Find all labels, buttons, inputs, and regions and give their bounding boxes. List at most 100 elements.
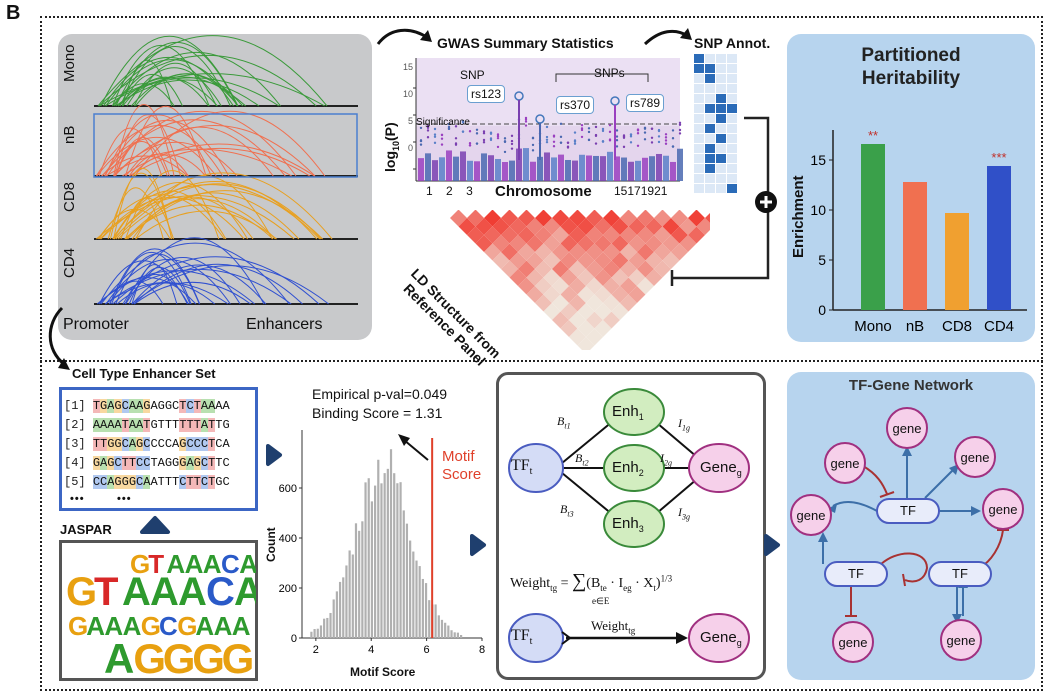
tf-node [508, 443, 564, 493]
loop-arc [97, 35, 328, 107]
nucleotide: T [164, 475, 173, 489]
nucleotide: G [172, 456, 180, 470]
annotation-cell [727, 174, 737, 183]
annotation-cell [705, 114, 715, 123]
chromosome-bar [628, 161, 634, 181]
logo-letter: G [222, 635, 255, 679]
chromosome-bar [621, 157, 627, 181]
logo-letter: G [130, 549, 150, 579]
nucleotide: C [200, 437, 209, 451]
nucleotide: A [150, 399, 158, 413]
nucleotide: G [107, 456, 115, 470]
gwas-manhattan-plot [413, 58, 683, 182]
nucleotide: A [114, 418, 122, 432]
annotation-cell [727, 104, 737, 113]
logo-letter: A [195, 611, 214, 641]
gene-label: gene [830, 456, 860, 471]
logo-letter: A [122, 570, 151, 614]
snp-point [608, 139, 612, 142]
nucleotide: A [136, 399, 144, 413]
snp-point [643, 138, 647, 141]
heritability-xtick: nB [906, 318, 924, 335]
nucleotide: C [186, 437, 194, 451]
snp-point [601, 129, 605, 133]
heritability-title-line1: Partitioned [861, 45, 961, 66]
snp-point [559, 141, 563, 145]
tf-node-right [928, 561, 992, 587]
chromosome-bar [593, 155, 599, 181]
chromosome-bar [614, 156, 620, 181]
ld-cell [450, 210, 467, 227]
snp-point [636, 132, 640, 135]
nucleotide: T [208, 418, 216, 432]
nucleotide: A [107, 475, 115, 489]
nucleotide: C [143, 437, 151, 451]
annotation-cell [727, 184, 737, 193]
snp-point [545, 125, 549, 129]
chromosome-bar [670, 161, 676, 181]
nb-highlight-frame [93, 113, 358, 178]
tf-node-bottom [508, 613, 564, 663]
annotation-cell [705, 144, 715, 153]
annotation-cell [705, 184, 715, 193]
snp-point [510, 134, 514, 138]
i-label-2: I2g [660, 451, 672, 468]
histogram-bar [447, 625, 450, 638]
snps-label: SNPs [594, 66, 625, 80]
gwas-ytick: 15 [402, 62, 413, 72]
tf-gene-network-title: TF-Gene Network [848, 377, 974, 394]
chromosome-bar [439, 157, 445, 181]
snp-point [580, 123, 584, 127]
snp-point [503, 150, 507, 154]
histogram-xtick: 2 [313, 644, 319, 656]
chromosome-bar [677, 148, 683, 181]
histogram-ytick: 400 [279, 533, 297, 545]
gene-node-bottom [688, 613, 750, 663]
histogram-bar [393, 473, 396, 638]
snp-point [594, 142, 598, 145]
enhancer-sequence-box [59, 387, 258, 511]
annotation-cell [716, 154, 726, 163]
histogram-bar [383, 473, 386, 638]
loop-arc [131, 264, 267, 305]
nucleotide: T [186, 475, 194, 489]
gene-label: gene [838, 635, 868, 650]
snp-point [629, 141, 633, 144]
snp-point [545, 140, 549, 144]
snp-point [573, 142, 577, 145]
logo-letter: A [166, 549, 185, 579]
ld-cell [637, 210, 654, 227]
nucleotide: C [200, 475, 209, 489]
histogram-bar [415, 560, 418, 638]
chromosome-bar [558, 154, 564, 181]
logo-letter: C [221, 549, 240, 579]
snp-point [566, 146, 570, 149]
nucleotide: C [143, 456, 151, 470]
annotation-cell [716, 84, 726, 93]
snp-point [496, 136, 500, 140]
logo-letter: A [214, 611, 233, 641]
heritability-bar [945, 213, 969, 310]
nucleotide: G [121, 475, 129, 489]
snp-point [482, 130, 486, 133]
annotation-cell [694, 64, 704, 73]
annotation-cell [705, 154, 715, 163]
snp-point [622, 136, 626, 139]
histogram-ytick: 200 [279, 583, 297, 595]
snp-point [503, 140, 507, 144]
histogram-bar [424, 583, 428, 638]
snp-point [671, 137, 675, 140]
histogram-bar [418, 566, 421, 638]
tf-node-label: TFt [511, 457, 533, 478]
histogram-xtick: 6 [424, 644, 430, 656]
xtick: 2 [446, 184, 453, 198]
enh3-label: Enh3 [612, 515, 644, 534]
histogram-bar [437, 615, 440, 638]
histogram-bar [329, 612, 332, 638]
sum-subscript: e∈E [592, 596, 610, 606]
significance-stars: *** [991, 150, 1006, 165]
curved-arrow-down [48, 306, 70, 370]
nucleotide: A [200, 418, 209, 432]
nucleotide: G [164, 456, 173, 470]
loop-arc [128, 148, 311, 177]
